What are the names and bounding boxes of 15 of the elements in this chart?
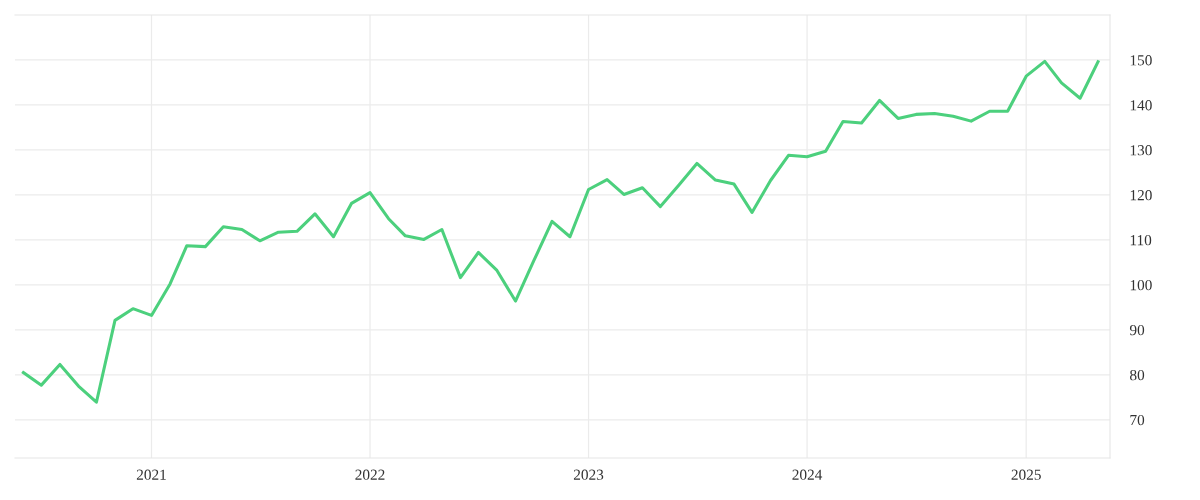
y-tick-label: 70 [1130,414,1145,426]
line-series [21,59,1100,404]
x-tick-label: 2023 [573,469,604,480]
y-tick-label: 80 [1130,369,1145,381]
x-tick-label: 2025 [1011,469,1041,480]
y-tick-label: 150 [1130,55,1152,66]
y-tick-label: 100 [1130,279,1152,291]
x-tick-label: 2021 [136,469,166,480]
y-tick-label: 110 [1130,235,1152,246]
x-tick-label: 2024 [792,469,823,480]
x-tick-label: 2022 [355,469,385,480]
y-tick-label: 120 [1130,190,1152,201]
y-tick-label: 140 [1130,100,1152,111]
y-tick-label: 90 [1129,324,1145,336]
y-tick-label: 130 [1130,145,1152,156]
